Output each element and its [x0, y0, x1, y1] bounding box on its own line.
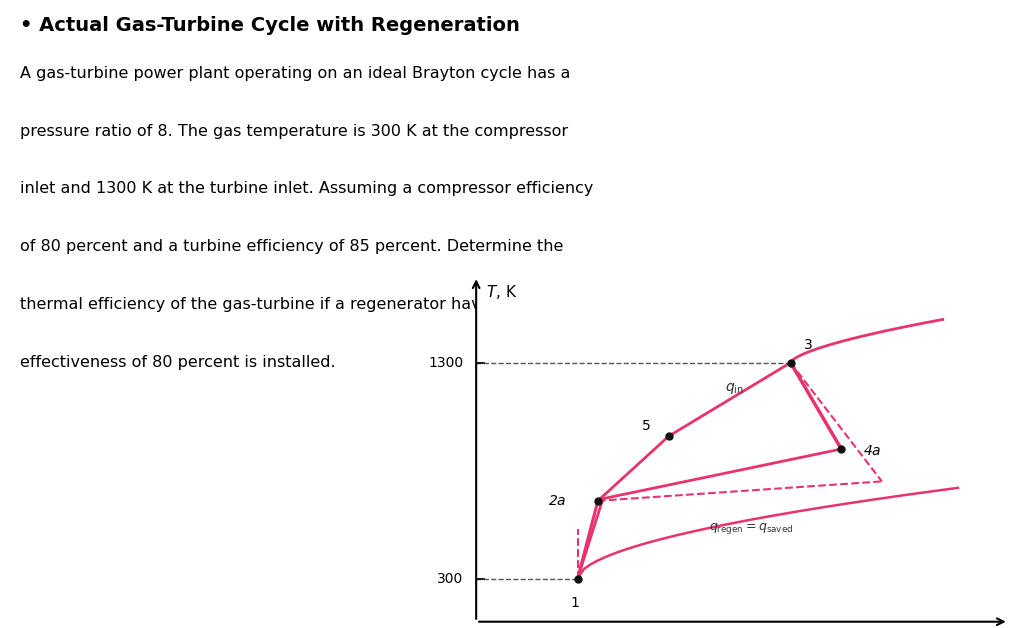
Text: $T$, K: $T$, K: [486, 283, 517, 301]
Text: $q_\mathrm{in}$: $q_\mathrm{in}$: [725, 381, 743, 396]
Text: pressure ratio of 8. The gas temperature is 300 K at the compressor: pressure ratio of 8. The gas temperature…: [20, 124, 568, 139]
Text: 1300: 1300: [428, 355, 464, 370]
Text: 1: 1: [570, 596, 580, 610]
Text: 2$a$: 2$a$: [548, 494, 566, 508]
Text: 3: 3: [804, 338, 813, 352]
Text: A gas-turbine power plant operating on an ideal Brayton cycle has a: A gas-turbine power plant operating on a…: [20, 66, 570, 81]
Text: • Actual Gas-Turbine Cycle with Regeneration: • Actual Gas-Turbine Cycle with Regenera…: [20, 16, 520, 35]
Text: 4$a$: 4$a$: [862, 444, 881, 458]
Text: of 80 percent and a turbine efficiency of 85 percent. Determine the: of 80 percent and a turbine efficiency o…: [20, 239, 564, 254]
Text: $q_\mathrm{regen} = q_\mathrm{saved}$: $q_\mathrm{regen} = q_\mathrm{saved}$: [710, 521, 794, 536]
Text: 5: 5: [642, 419, 650, 433]
Text: effectiveness of 80 percent is installed.: effectiveness of 80 percent is installed…: [20, 355, 336, 370]
Text: 300: 300: [437, 571, 464, 585]
Text: thermal efficiency of the gas-turbine if a regenerator having an: thermal efficiency of the gas-turbine if…: [20, 297, 531, 312]
Text: inlet and 1300 K at the turbine inlet. Assuming a compressor efficiency: inlet and 1300 K at the turbine inlet. A…: [20, 181, 594, 197]
